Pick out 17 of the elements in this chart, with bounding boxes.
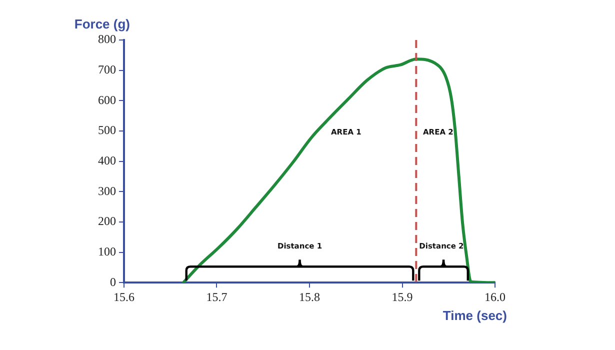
y-tick-label: 100 (98, 244, 116, 258)
y-axis-title: Force (g) (74, 16, 130, 32)
y-tick-label: 500 (98, 123, 116, 138)
y-tick-label: 300 (98, 184, 116, 198)
line-series (182, 58, 495, 283)
y-tick-label: 400 (98, 153, 116, 168)
y-tick-label: 600 (98, 92, 116, 107)
x-axis-title: Time (sec) (442, 308, 507, 324)
x-tick-label: 16.0 (484, 290, 506, 304)
x-tick-label: 15.6 (114, 290, 134, 304)
y-tick-label: 700 (98, 62, 116, 76)
x-tick-label: 15.8 (299, 290, 320, 304)
y-tick-label: 800 (98, 32, 116, 46)
x-tick-label: 15.9 (392, 290, 413, 304)
y-tick-label: 200 (98, 214, 116, 228)
y-tick-label: 0 (110, 274, 116, 289)
x-tick-label: 15.7 (206, 290, 228, 304)
